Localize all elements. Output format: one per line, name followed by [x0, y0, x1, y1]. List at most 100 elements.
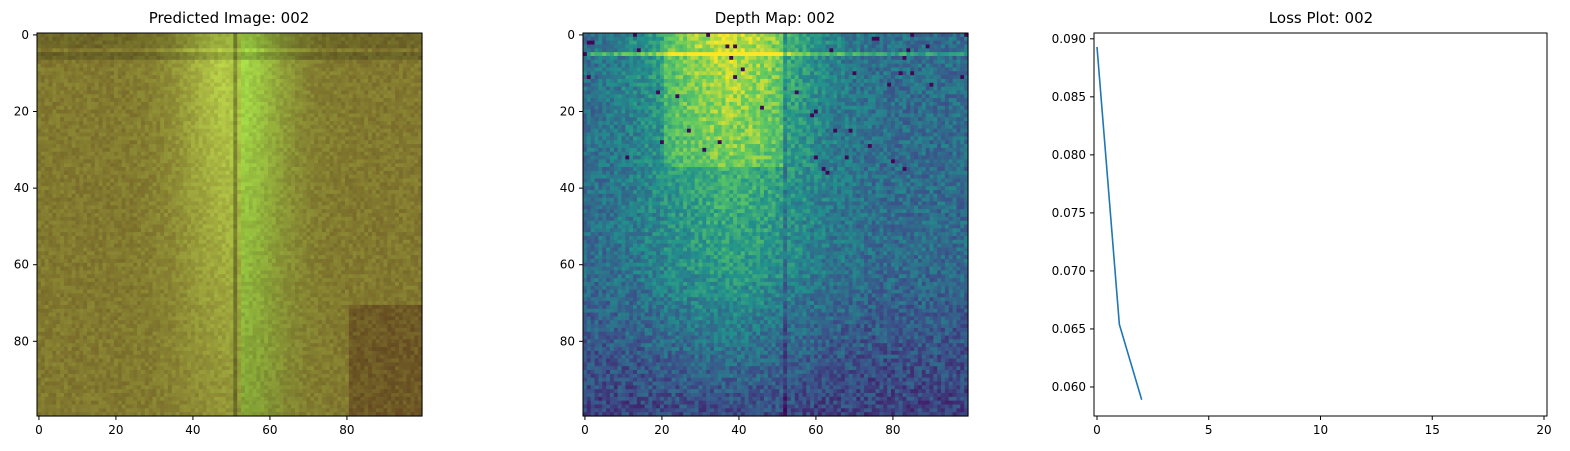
image-pixel [206, 56, 210, 60]
image-pixel [349, 67, 353, 71]
image-pixel [195, 94, 199, 98]
image-pixel [380, 90, 384, 94]
image-pixel [387, 67, 391, 71]
image-pixel [222, 98, 226, 102]
image-pixel [102, 75, 106, 79]
image-pixel [76, 106, 80, 110]
image-pixel [387, 64, 391, 68]
image-pixel [210, 98, 214, 102]
image-pixel [99, 83, 103, 87]
image-pixel [45, 75, 49, 79]
image-pixel [160, 106, 164, 110]
image-pixel [49, 41, 53, 45]
image-pixel [214, 79, 218, 83]
image-pixel [176, 48, 180, 52]
image-pixel [322, 44, 326, 48]
image-pixel [153, 64, 157, 68]
image-pixel [52, 83, 56, 87]
image-pixel [68, 98, 72, 102]
image-pixel [353, 102, 357, 106]
image-pixel [187, 48, 191, 52]
image-pixel [68, 87, 72, 91]
image-pixel [99, 37, 103, 41]
image-pixel [172, 83, 176, 87]
image-pixel [129, 52, 133, 56]
image-pixel [199, 102, 203, 106]
image-pixel [307, 90, 311, 94]
image-pixel [129, 98, 133, 102]
image-pixel [87, 41, 91, 45]
image-pixel [137, 41, 141, 45]
image-pixel [303, 37, 307, 41]
image-pixel [360, 44, 364, 48]
image-pixel [226, 37, 230, 41]
image-pixel [295, 79, 299, 83]
image-pixel [368, 67, 372, 71]
image-pixel [372, 83, 376, 87]
image-pixel [233, 52, 237, 56]
image-pixel [102, 52, 106, 56]
image-pixel [214, 41, 218, 45]
image-pixel [199, 98, 203, 102]
image-pixel [172, 52, 176, 56]
image-pixel [153, 94, 157, 98]
image-pixel [206, 60, 210, 64]
image-pixel [237, 102, 241, 106]
image-pixel [280, 79, 284, 83]
image-pixel [345, 90, 349, 94]
image-pixel [110, 52, 114, 56]
image-pixel [380, 44, 384, 48]
image-pixel [95, 64, 99, 68]
image-pixel [364, 33, 368, 37]
image-pixel [218, 56, 222, 60]
image-pixel [191, 87, 195, 91]
image-pixel [60, 87, 64, 91]
image-pixel [276, 52, 280, 56]
image-pixel [287, 75, 291, 79]
image-pixel [133, 64, 137, 68]
image-pixel [122, 60, 126, 64]
image-pixel [214, 94, 218, 98]
image-pixel [291, 83, 295, 87]
image-pixel [145, 67, 149, 71]
image-pixel [37, 79, 41, 83]
image-pixel [318, 33, 322, 37]
image-pixel [141, 90, 145, 94]
image-pixel [191, 60, 195, 64]
panel-title: Predicted Image: 002 [149, 9, 310, 27]
image-pixel [72, 64, 76, 68]
image-pixel [241, 94, 245, 98]
image-pixel [291, 94, 295, 98]
image-pixel [330, 64, 334, 68]
image-pixel [357, 83, 361, 87]
image-pixel [280, 33, 284, 37]
image-pixel [160, 98, 164, 102]
image-pixel [249, 94, 253, 98]
image-pixel [106, 60, 110, 64]
image-pixel [330, 98, 334, 102]
image-pixel [245, 56, 249, 60]
image-pixel [249, 71, 253, 75]
image-pixel [56, 98, 60, 102]
image-pixel [364, 48, 368, 52]
image-pixel [87, 102, 91, 106]
image-pixel [287, 98, 291, 102]
image-pixel [79, 64, 83, 68]
image-pixel [179, 41, 183, 45]
image-pixel [337, 75, 341, 79]
image-pixel [341, 52, 345, 56]
image-pixel [195, 98, 199, 102]
image-pixel [380, 83, 384, 87]
image-pixel [95, 106, 99, 110]
image-pixel [141, 87, 145, 91]
image-pixel [410, 83, 414, 87]
image-pixel [68, 64, 72, 68]
image-pixel [241, 52, 245, 56]
image-pixel [256, 87, 260, 91]
image-pixel [303, 98, 307, 102]
image-pixel [83, 102, 87, 106]
image-pixel [76, 64, 80, 68]
image-pixel [83, 83, 87, 87]
image-pixel [310, 90, 314, 94]
image-pixel [145, 33, 149, 37]
